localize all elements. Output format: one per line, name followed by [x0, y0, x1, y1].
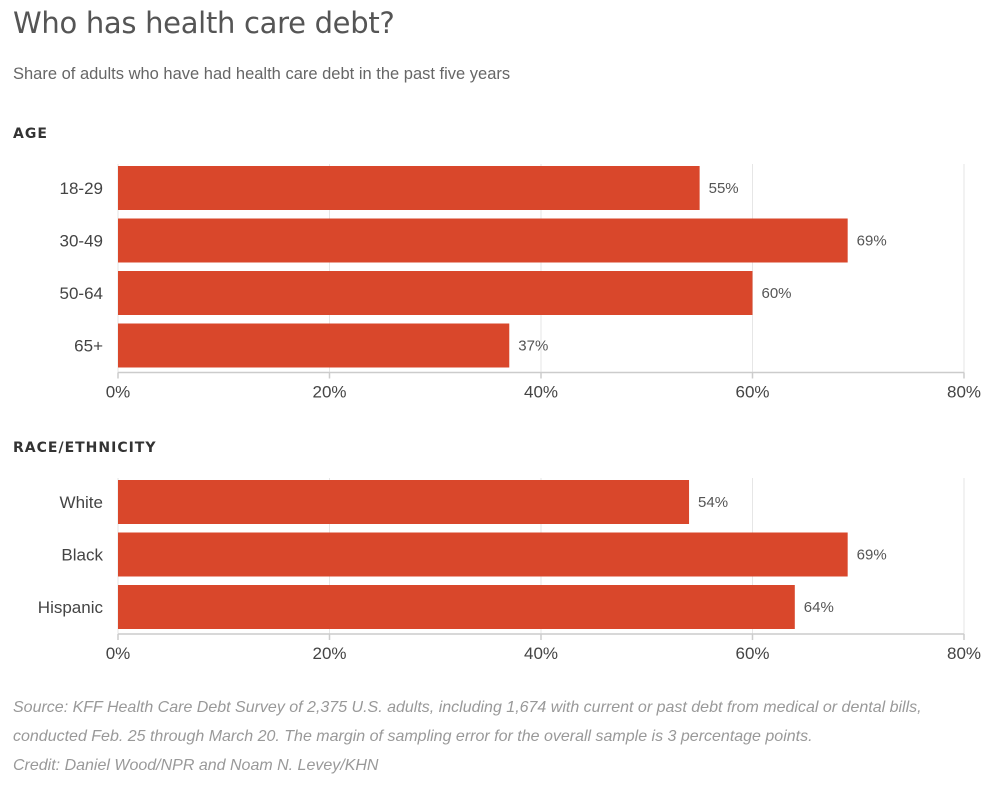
age-tick-label: 0% [106, 383, 131, 402]
race-value-label: 69% [857, 547, 887, 564]
race-ethnicity-bar-chart: 0% 20% 40% 60% 80% White 54% Black 69% Hispanic 64… [38, 478, 981, 663]
source-note-line-2: conducted Feb. 25 through March 20. The … [13, 728, 813, 745]
age-category-label: 65+ [74, 337, 103, 356]
race-bar [118, 480, 690, 524]
age-tick-label: 60% [735, 383, 769, 402]
age-category-label: 18-29 [60, 179, 103, 198]
age-category-label: 50-64 [60, 284, 103, 303]
race-tick-label: 80% [947, 644, 981, 663]
age-bar-chart: 0% 20% 40% 60% 80% 18-29 55% 30-49 69% 50-64 60% 65… [60, 164, 981, 402]
race-bar [118, 585, 795, 629]
race-bar [118, 532, 848, 577]
age-bar [118, 218, 848, 263]
age-bar [118, 323, 510, 368]
race-tick-label: 60% [735, 644, 769, 663]
race-tick-label: 40% [524, 644, 558, 663]
race-category-label: Black [61, 546, 103, 565]
race-value-label: 64% [804, 599, 834, 616]
race-tick-label: 20% [312, 644, 346, 663]
race-section-title: RACE/ETHNICITY [13, 440, 157, 456]
chart-footer: Source: KFF Health Care Debt Survey of 2… [13, 693, 993, 780]
chart-title: Who has health care debt? [13, 6, 395, 40]
age-value-label: 55% [709, 180, 739, 197]
age-tick-label: 80% [947, 383, 981, 402]
age-section-title: AGE [13, 126, 48, 142]
age-value-label: 69% [857, 233, 887, 250]
age-category-label: 30-49 [60, 232, 103, 251]
race-category-label: Hispanic [38, 598, 104, 617]
age-bar [118, 166, 700, 210]
race-category-label: White [60, 493, 103, 512]
credit-note: Credit: Daniel Wood/NPR and Noam N. Leve… [13, 757, 379, 774]
source-note-line-1: Source: KFF Health Care Debt Survey of 2… [13, 699, 922, 716]
race-tick-label: 0% [106, 644, 131, 663]
age-value-label: 60% [762, 285, 792, 302]
age-bar [118, 271, 753, 315]
age-tick-label: 40% [524, 383, 558, 402]
age-tick-label: 20% [312, 383, 346, 402]
chart-subtitle: Share of adults who have had health care… [13, 65, 511, 83]
age-value-label: 37% [518, 338, 548, 355]
race-value-label: 54% [698, 494, 728, 511]
